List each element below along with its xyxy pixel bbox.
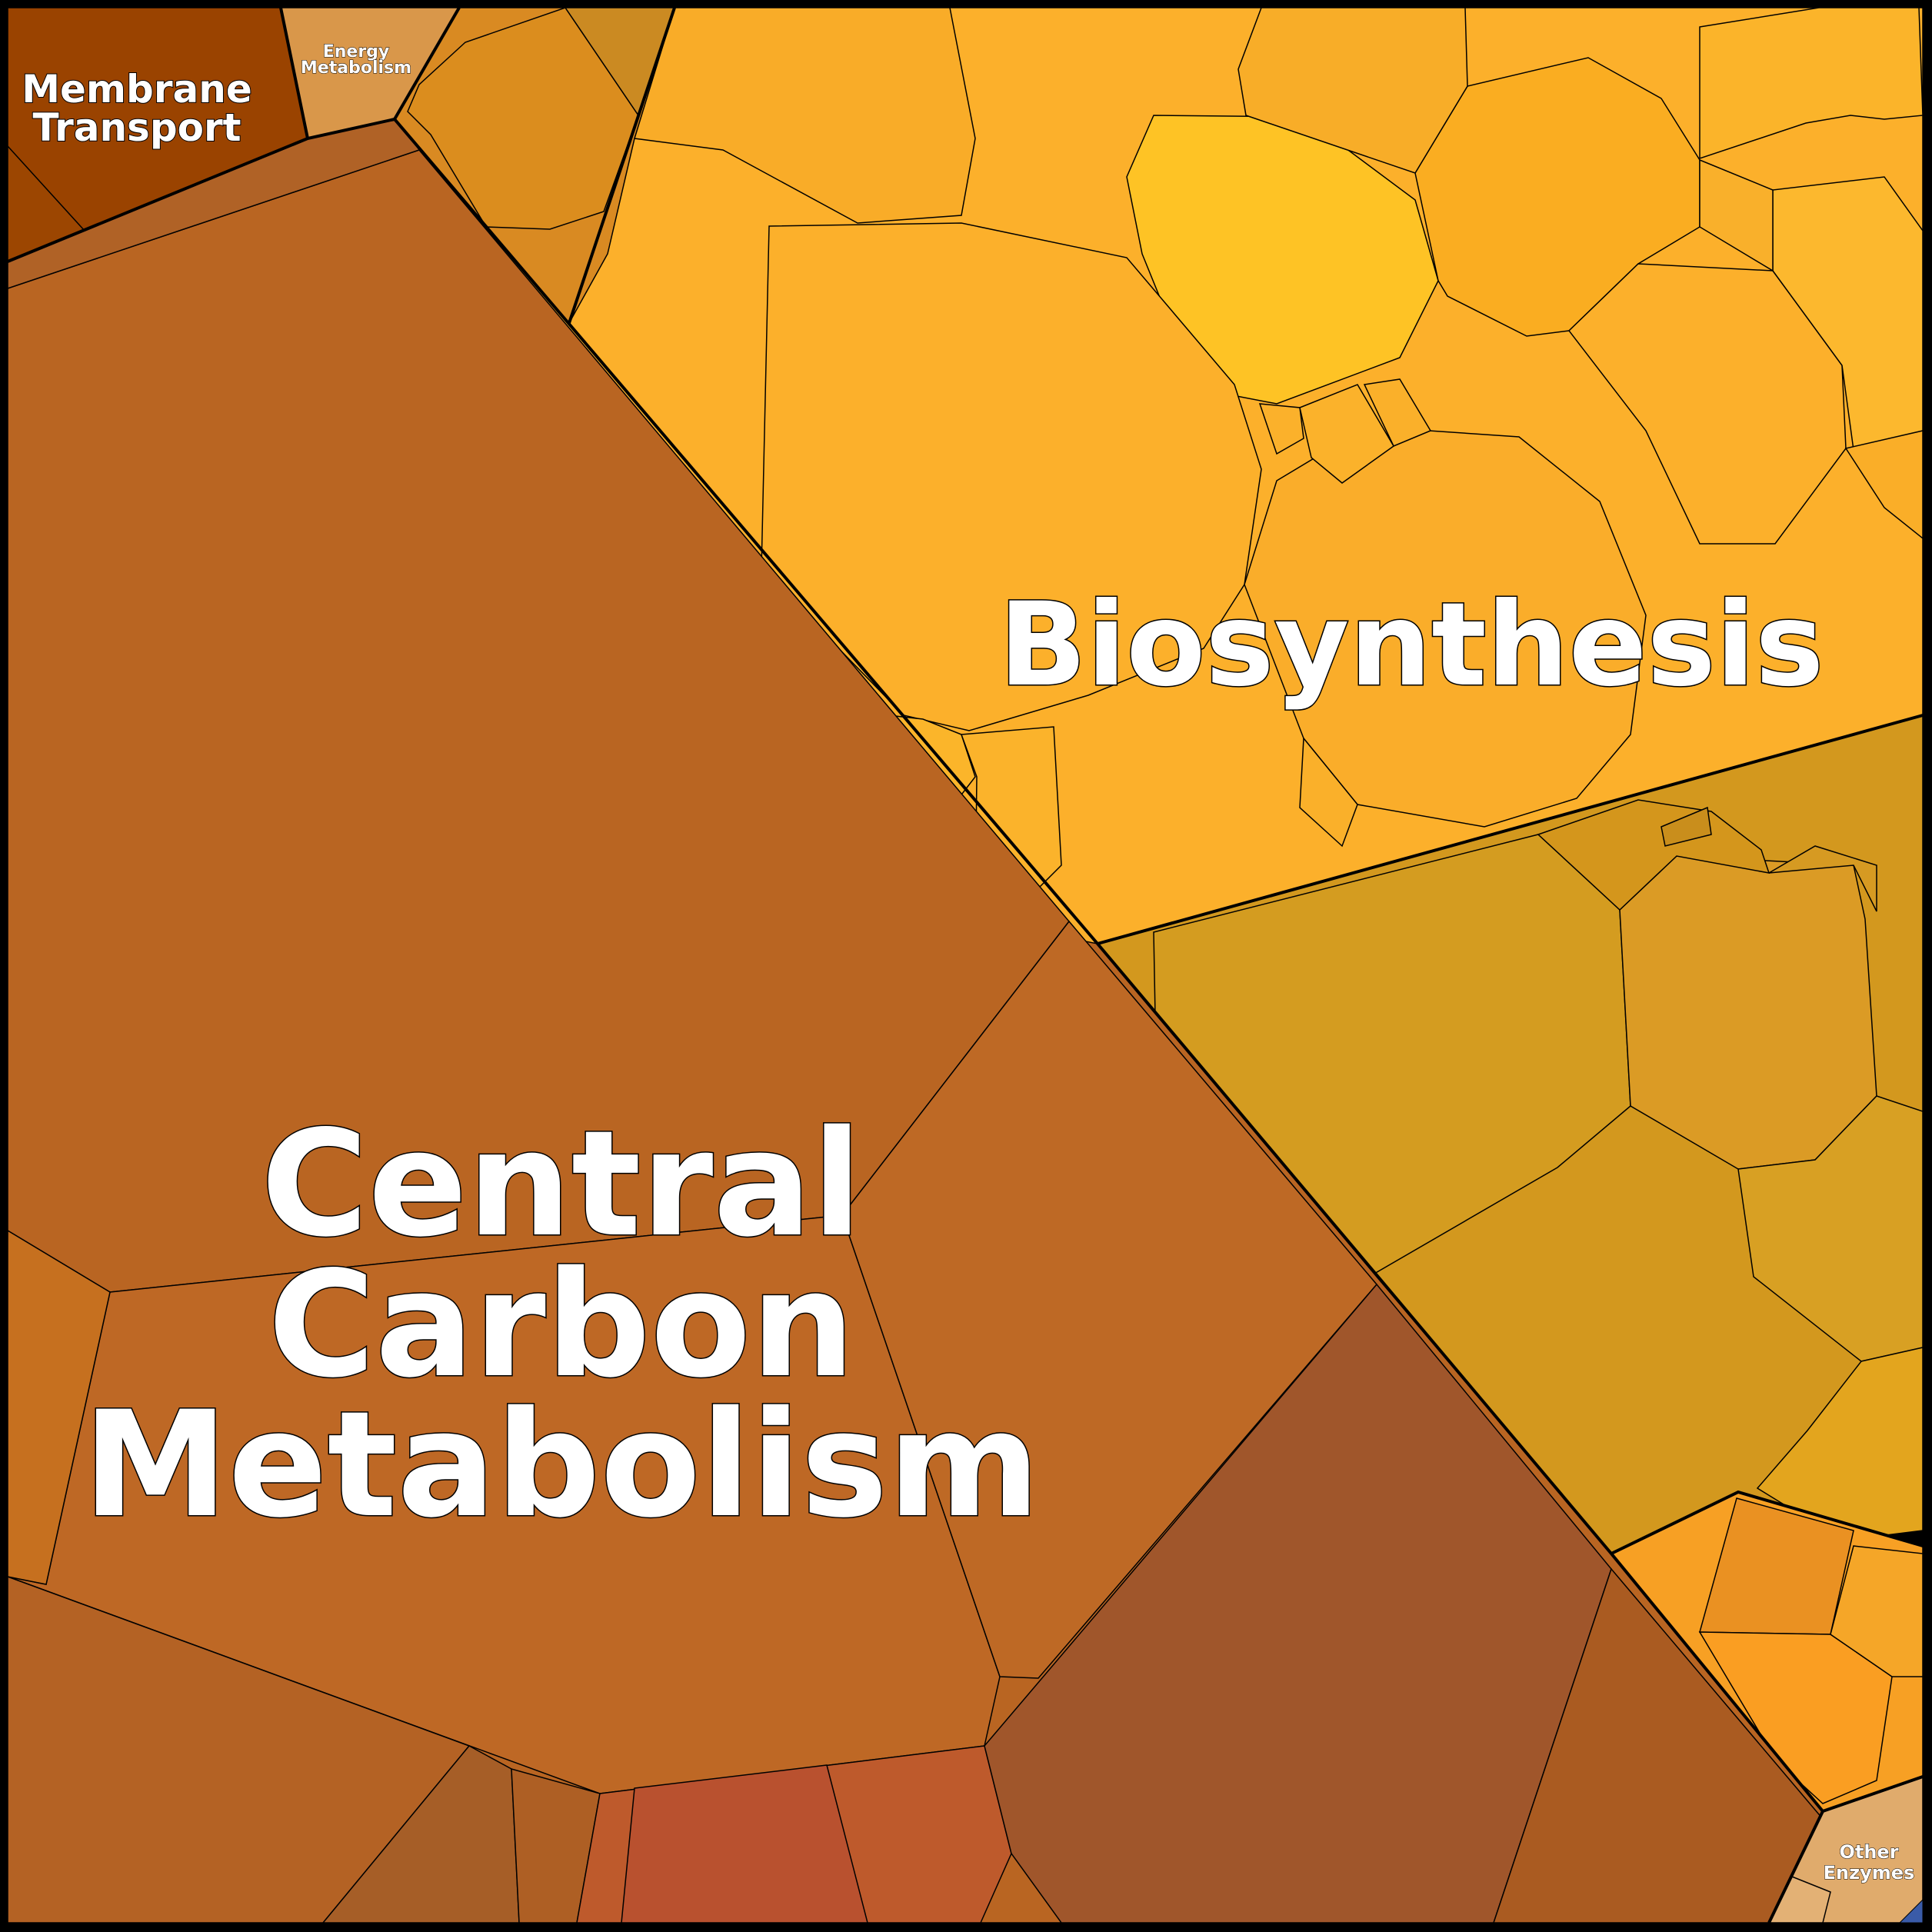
- bio-gold-cell: [1537, 799, 1770, 911]
- central-carbon-region: [7, 7, 1824, 1924]
- bio-cell: [1363, 378, 1432, 447]
- bio-cell: [1414, 57, 1700, 337]
- ccm-cell: [841, 920, 1377, 1679]
- biosynthesis-orange-subgroup: [1610, 1491, 1924, 1812]
- ccm-cell: [621, 1764, 868, 1924]
- bio-cell: [1299, 737, 1358, 848]
- bio-cell: [1699, 158, 1774, 272]
- group-labels: Central Carbon Metabolism Biosynthesis M…: [21, 42, 1915, 1884]
- bio-gold-cell: [1768, 845, 1877, 912]
- label-other-enzymes-line1: Other: [1839, 1841, 1898, 1863]
- label-biosynthesis: Biosynthesis: [999, 578, 1824, 712]
- group-borders: [7, 6, 1924, 1924]
- mt-border: [279, 7, 309, 139]
- label-central-carbon-line1: Central: [261, 1099, 861, 1269]
- bio-cell: [1844, 430, 1924, 540]
- em-border: [393, 6, 461, 121]
- label-other-enzymes-line2: Enzymes: [1824, 1862, 1915, 1884]
- label-membrane-transport-line2: Transport: [32, 105, 241, 150]
- label-central-carbon-line2: Carbon: [268, 1240, 854, 1410]
- biosynthesis-gold-subgroup: [1096, 715, 1924, 1554]
- bio-orange-border: [1611, 1490, 1924, 1555]
- bio-cell: [1258, 403, 1304, 455]
- other-enzymes-border: [1822, 1775, 1924, 1813]
- bio-cell: [1299, 384, 1394, 484]
- label-membrane-transport-line1: Membrane: [22, 67, 251, 112]
- bio-orange-cell: [1830, 1545, 1924, 1677]
- label-energy-metabolism-line2: Metabolism: [301, 58, 411, 78]
- bio-border: [568, 7, 676, 324]
- bio-cell: [1126, 115, 1439, 405]
- tiny-blue-cell: [1898, 1898, 1924, 1924]
- bio-gold-cell: [1619, 855, 1877, 1170]
- label-central-carbon-line3: Metabolism: [83, 1380, 1041, 1550]
- bio-gold-cell: [1737, 1095, 1924, 1362]
- label-energy-metabolism-line1: Energy: [323, 42, 390, 62]
- bio-gold-border: [1097, 714, 1924, 945]
- bio-gold-cell: [1661, 806, 1712, 847]
